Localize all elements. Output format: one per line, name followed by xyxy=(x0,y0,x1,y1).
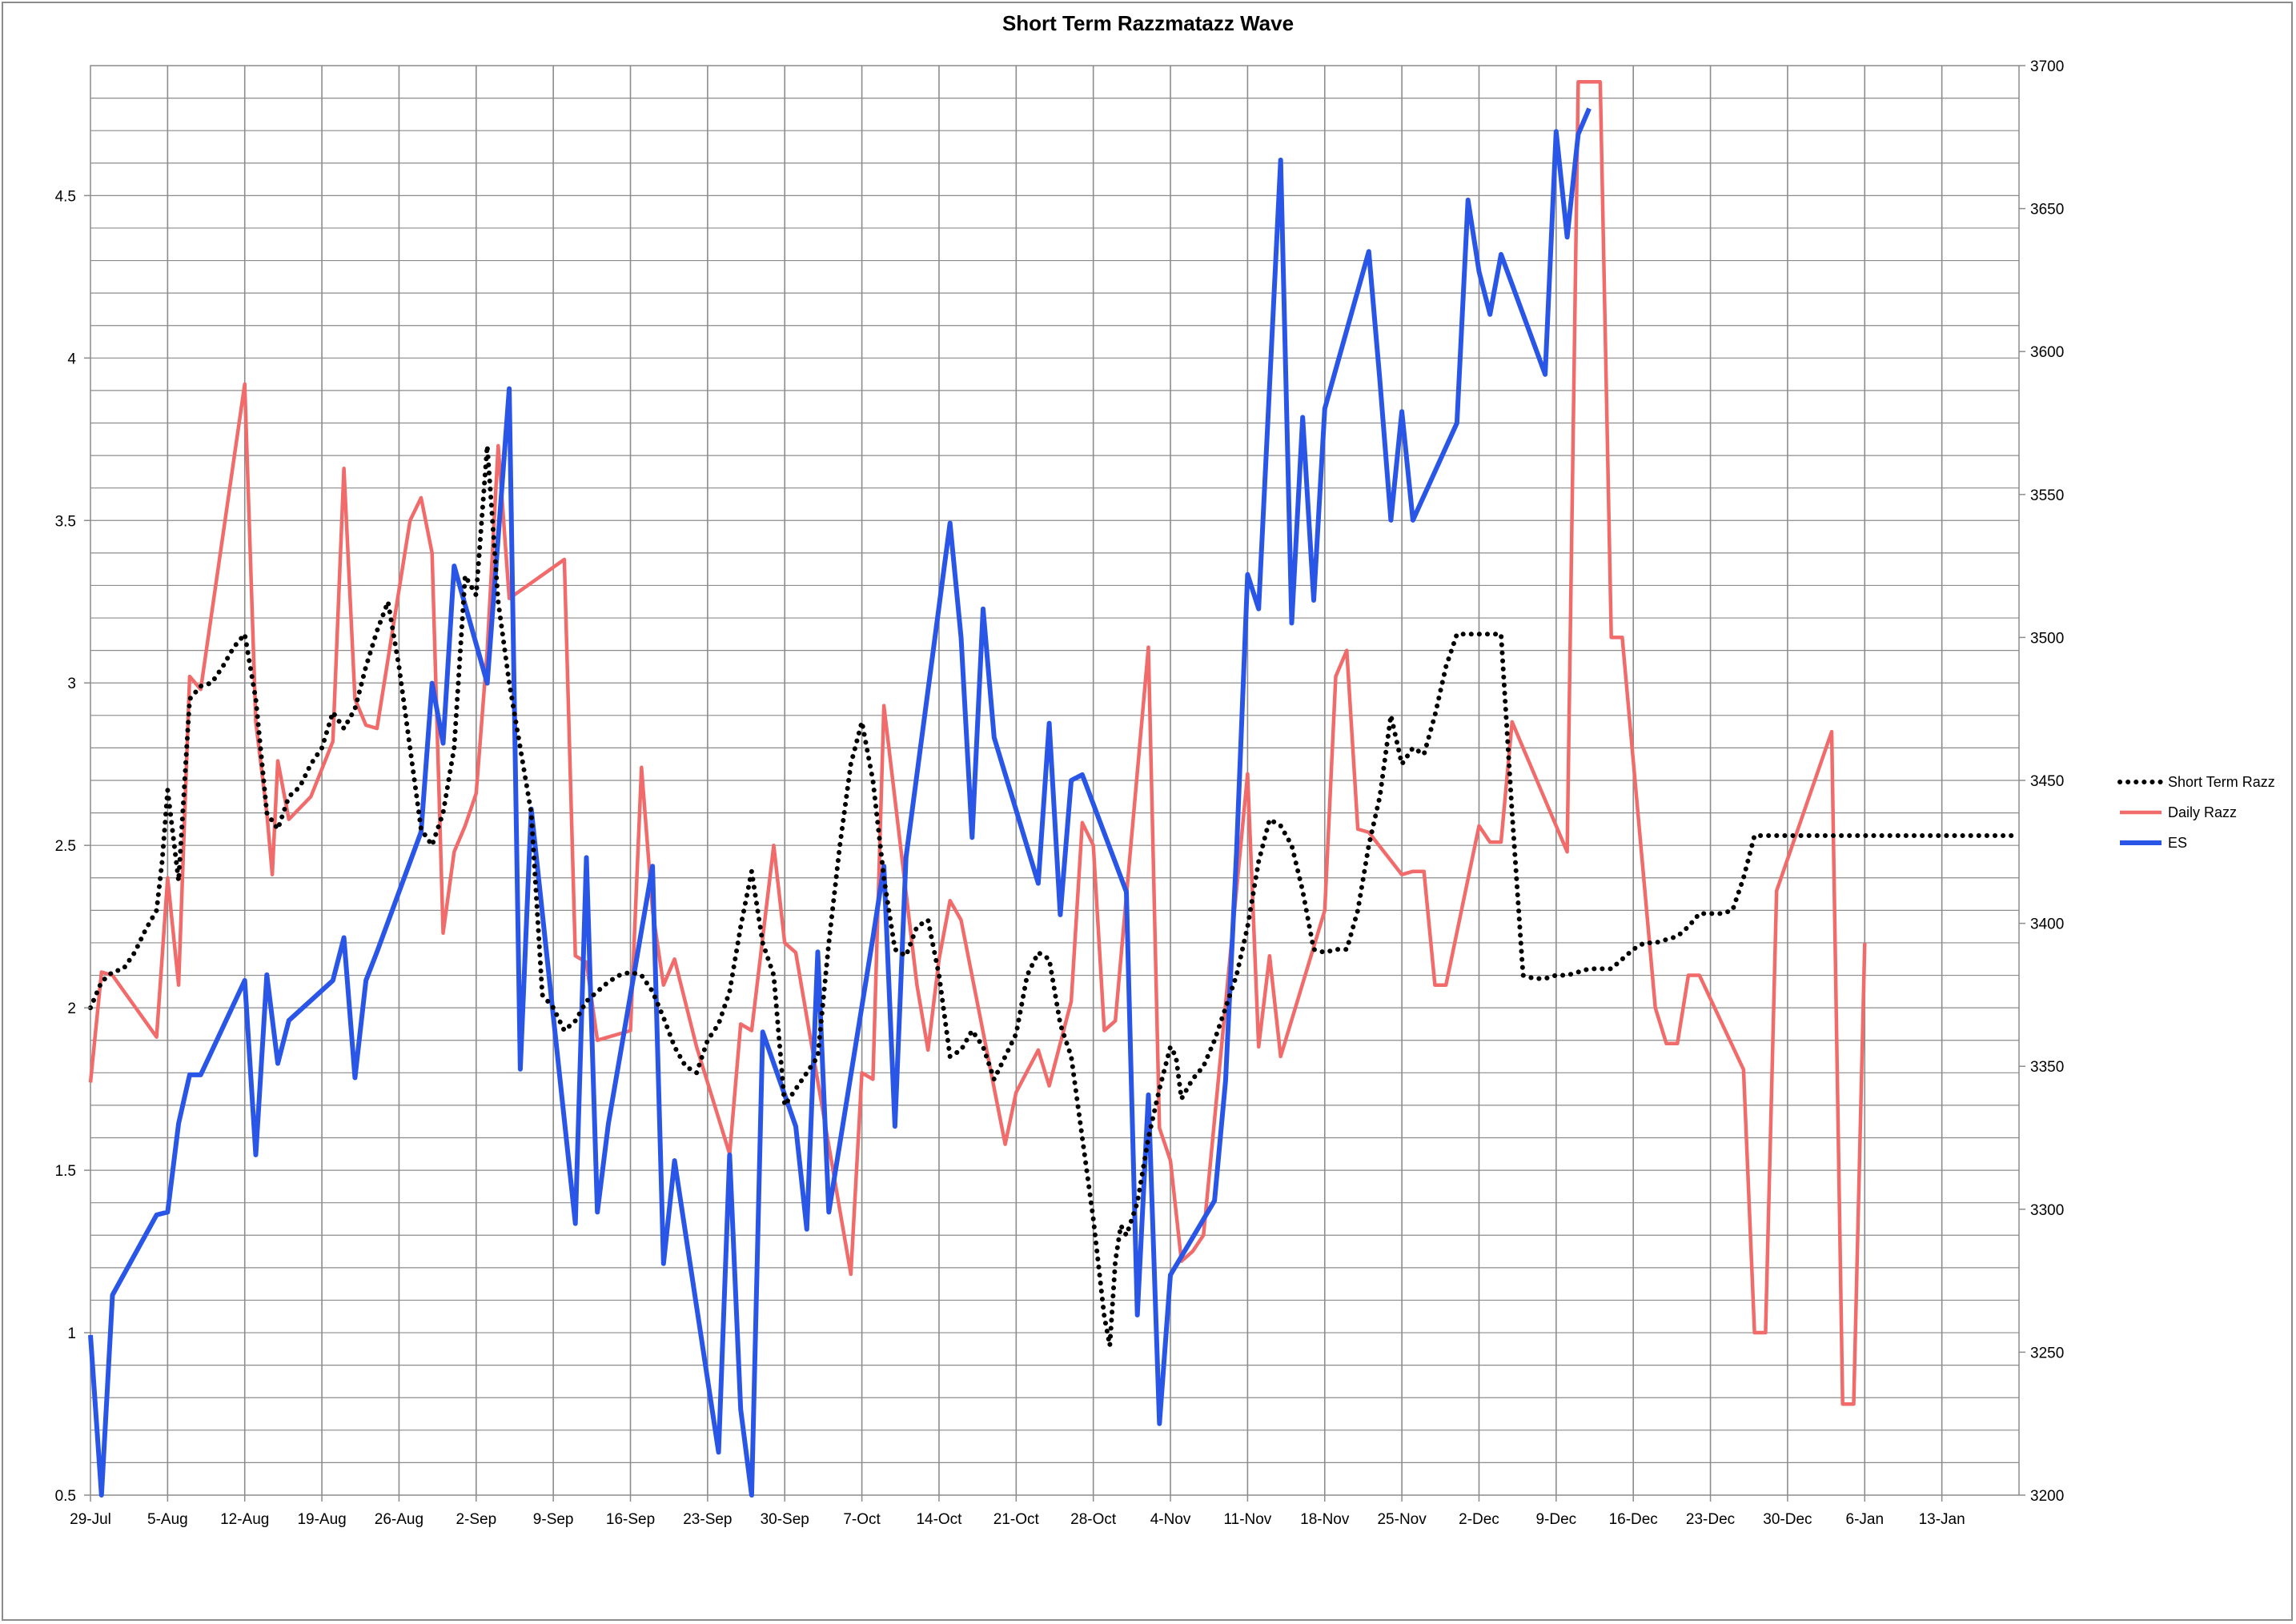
x-tick-label: 13-Jan xyxy=(1919,1511,1965,1528)
y-right-tick-label: 3250 xyxy=(2030,1345,2064,1361)
y-left-tick-label: 3.5 xyxy=(55,513,76,530)
y-left-tick-label: 4.5 xyxy=(55,188,76,205)
y-right-tick-label: 3650 xyxy=(2030,202,2064,219)
y-left-tick-label: 4 xyxy=(67,351,76,367)
y-right-tick-label: 3200 xyxy=(2030,1488,2064,1505)
y-left-tick-label: 1.5 xyxy=(55,1163,76,1180)
legend: Short Term Razz Daily Razz ES xyxy=(2117,774,2275,851)
x-tick-label: 14-Oct xyxy=(916,1511,962,1528)
y-right-tick-label: 3500 xyxy=(2030,630,2064,647)
x-tick-label: 6-Jan xyxy=(1846,1511,1885,1528)
y-left-tick-label: 2.5 xyxy=(55,838,76,855)
x-tick-label: 18-Nov xyxy=(1300,1511,1350,1528)
y-right-tick-label: 3600 xyxy=(2030,344,2064,361)
y-right-tick-label: 3550 xyxy=(2030,487,2064,504)
series-line-daily-razz xyxy=(88,80,1867,1406)
x-tick-label: 26-Aug xyxy=(375,1511,423,1528)
y-left-tick-label: 3 xyxy=(67,676,76,692)
y-right-tick-label: 3450 xyxy=(2030,773,2064,790)
x-tick-label: 23-Dec xyxy=(1686,1511,1735,1528)
chart-title: Short Term Razzmatazz Wave xyxy=(1001,11,1295,35)
x-tick-label: 21-Oct xyxy=(993,1511,1040,1528)
y-right-tick-label: 3700 xyxy=(2030,58,2064,75)
series-line-short-term-razz xyxy=(88,445,2021,1346)
x-tick-label: 9-Sep xyxy=(533,1511,574,1528)
x-tick-label: 2-Dec xyxy=(1459,1511,1499,1528)
x-tick-label: 4-Nov xyxy=(1150,1511,1191,1528)
legend-label: ES xyxy=(2168,835,2187,851)
series-layer xyxy=(88,80,2021,1498)
y-right-tick-label: 3300 xyxy=(2030,1202,2064,1219)
x-tick-label: 30-Sep xyxy=(761,1511,809,1528)
series-line-es xyxy=(88,107,1592,1498)
x-tick-label: 16-Sep xyxy=(606,1511,655,1528)
x-tick-label: 12-Aug xyxy=(220,1511,269,1528)
axis-layer: 29-Jul 5-Aug 12-Aug 19-Aug 26-Aug 2-Sep 9-Sep 1… xyxy=(55,58,2065,1528)
x-tick-label: 30-Dec xyxy=(1763,1511,1812,1528)
x-tick-label: 29-Jul xyxy=(70,1511,111,1528)
y-right-tick-label: 3350 xyxy=(2030,1059,2064,1076)
x-tick-label: 2-Sep xyxy=(456,1511,496,1528)
x-tick-label: 23-Sep xyxy=(683,1511,732,1528)
x-tick-label: 28-Oct xyxy=(1070,1511,1117,1528)
x-tick-label: 7-Oct xyxy=(843,1511,881,1528)
x-tick-label: 5-Aug xyxy=(147,1511,188,1528)
legend-label: Daily Razz xyxy=(2168,804,2237,820)
x-tick-label: 9-Dec xyxy=(1535,1511,1576,1528)
y-left-tick-label: 1 xyxy=(67,1325,76,1342)
legend-label: Short Term Razz xyxy=(2168,774,2275,790)
x-tick-label: 11-Nov xyxy=(1223,1511,1271,1528)
x-tick-label: 19-Aug xyxy=(297,1511,346,1528)
y-left-tick-label: 0.5 xyxy=(55,1488,76,1505)
y-left-tick-label: 2 xyxy=(67,1000,76,1017)
y-right-tick-label: 3400 xyxy=(2030,916,2064,933)
x-tick-label: 25-Nov xyxy=(1377,1511,1427,1528)
x-tick-label: 16-Dec xyxy=(1609,1511,1658,1528)
